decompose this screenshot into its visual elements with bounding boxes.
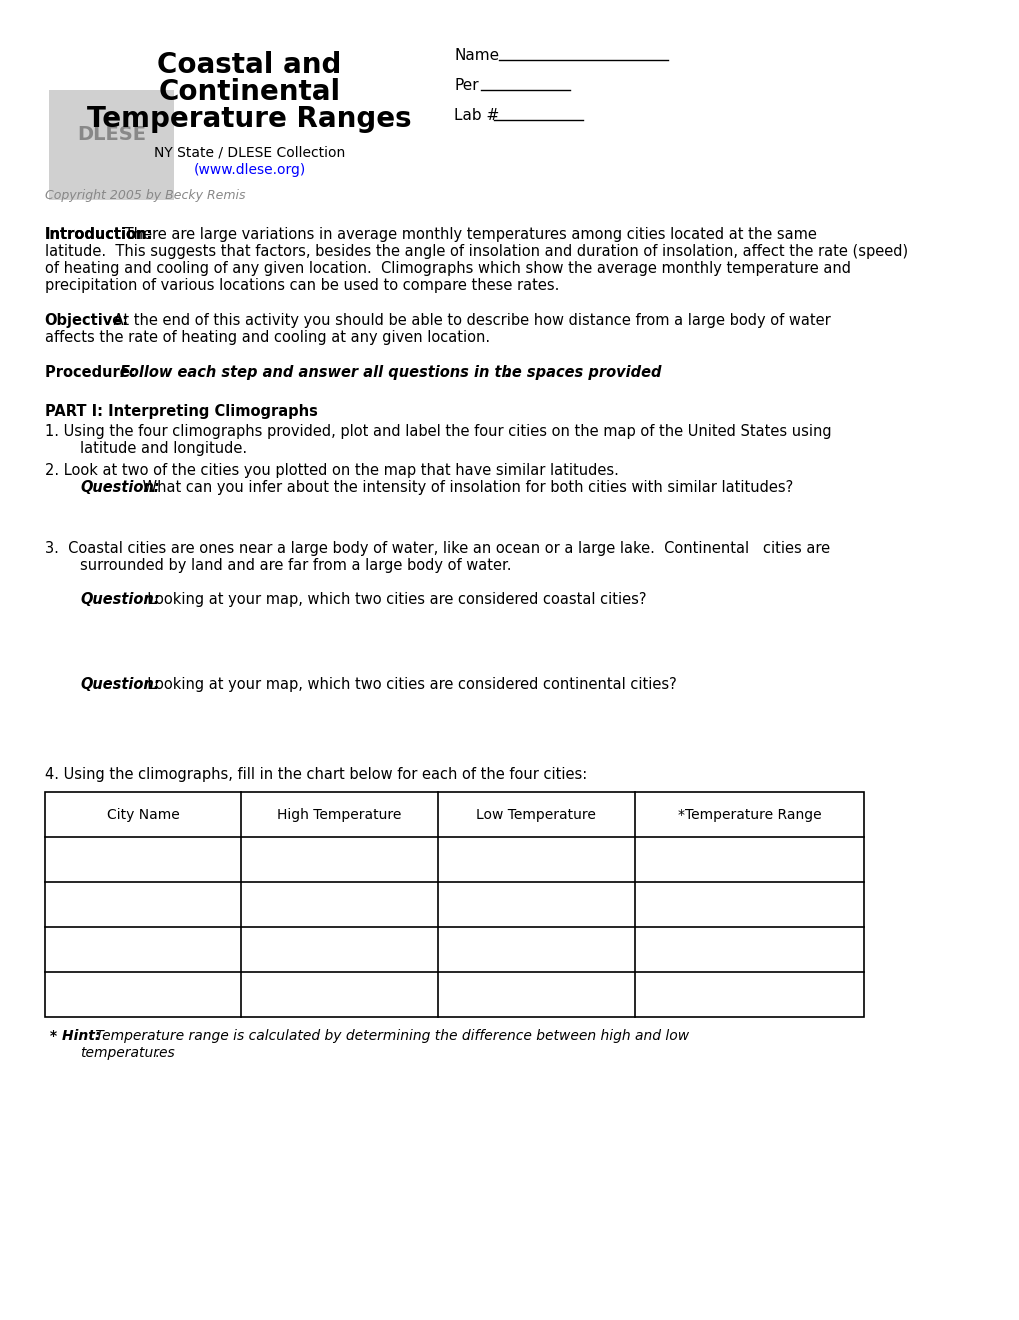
Text: Question:: Question: (81, 591, 160, 607)
Text: * Hint:: * Hint: (45, 1030, 100, 1043)
Text: surrounded by land and are far from a large body of water.: surrounded by land and are far from a la… (81, 558, 512, 573)
Text: Per: Per (453, 78, 479, 92)
Text: Procedure:: Procedure: (45, 366, 146, 380)
Text: 3.  Coastal cities are ones near a large body of water, like an ocean or a large: 3. Coastal cities are ones near a large … (45, 541, 828, 556)
Text: temperatures: temperatures (81, 1045, 174, 1060)
Text: Coastal and: Coastal and (157, 51, 341, 79)
Bar (45, 792, 863, 1016)
Text: Copyright 2005 by Becky Remis: Copyright 2005 by Becky Remis (45, 189, 245, 202)
Text: Introduction:: Introduction: (45, 227, 153, 242)
Text: 2. Look at two of the cities you plotted on the map that have similar latitudes.: 2. Look at two of the cities you plotted… (45, 463, 618, 478)
Text: DLESE: DLESE (76, 125, 146, 144)
Text: High Temperature: High Temperature (277, 808, 401, 821)
Text: precipitation of various locations can be used to compare these rates.: precipitation of various locations can b… (45, 279, 558, 293)
Text: What can you infer about the intensity of insolation for both cities with simila: What can you infer about the intensity o… (138, 480, 793, 495)
Text: 1. Using the four climographs provided, plot and label the four cities on the ma: 1. Using the four climographs provided, … (45, 424, 830, 440)
Text: of heating and cooling of any given location.  Climographs which show the averag: of heating and cooling of any given loca… (45, 261, 850, 276)
Text: (www.dlese.org): (www.dlese.org) (194, 162, 306, 177)
Text: Temperature Ranges: Temperature Ranges (87, 106, 412, 133)
Text: Objective:: Objective: (45, 313, 128, 327)
Text: City Name: City Name (106, 808, 179, 821)
Text: PART I: Interpreting Climographs: PART I: Interpreting Climographs (45, 404, 317, 418)
Text: Name: Name (453, 48, 499, 62)
Text: Low Temperature: Low Temperature (476, 808, 596, 821)
Text: Introduction:: Introduction: (45, 227, 153, 242)
Text: Looking at your map, which two cities are considered coastal cities?: Looking at your map, which two cities ar… (138, 591, 646, 607)
Text: latitude.  This suggests that factors, besides the angle of insolation and durat: latitude. This suggests that factors, be… (45, 244, 907, 259)
Text: .: . (502, 366, 508, 380)
Text: NY State / DLESE Collection: NY State / DLESE Collection (154, 145, 344, 158)
Text: Continental: Continental (158, 78, 340, 106)
Text: affects the rate of heating and cooling at any given location.: affects the rate of heating and cooling … (45, 330, 489, 345)
Text: At the end of this activity you should be able to describe how distance from a l: At the end of this activity you should b… (109, 313, 829, 327)
Text: *Temperature Range: *Temperature Range (677, 808, 820, 821)
Text: .: . (154, 1045, 158, 1060)
Text: There are large variations in average monthly temperatures among cities located : There are large variations in average mo… (120, 227, 816, 242)
Text: Looking at your map, which two cities are considered continental cities?: Looking at your map, which two cities ar… (138, 677, 677, 692)
Text: Question:: Question: (81, 480, 160, 495)
Text: 4. Using the climographs, fill in the chart below for each of the four cities:: 4. Using the climographs, fill in the ch… (45, 767, 586, 781)
Text: Temperature range is calculated by determining the difference between high and l: Temperature range is calculated by deter… (91, 1030, 688, 1043)
Text: latitude and longitude.: latitude and longitude. (81, 441, 247, 455)
Text: Lab #: Lab # (453, 107, 499, 123)
Text: Follow each step and answer all questions in the spaces provided: Follow each step and answer all question… (120, 366, 661, 380)
Bar (49, 90, 173, 201)
Text: Question:: Question: (81, 677, 160, 692)
